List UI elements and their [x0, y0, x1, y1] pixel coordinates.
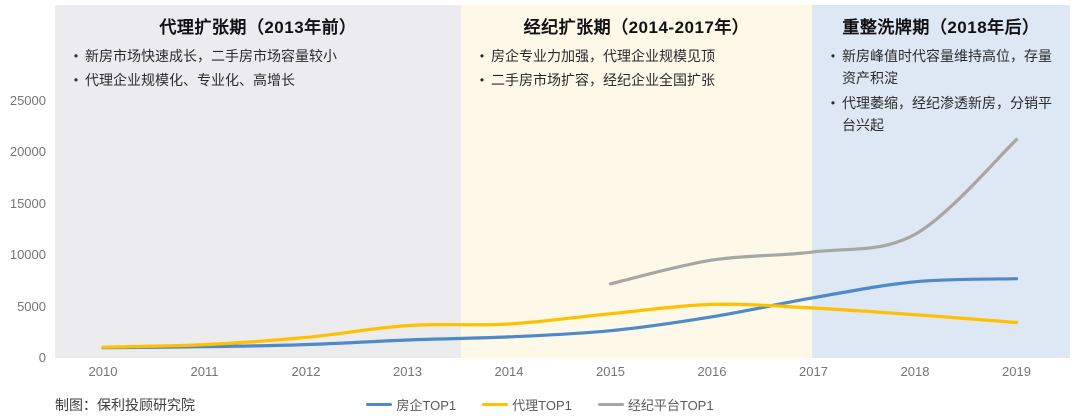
x-tick-label: 2019	[1002, 364, 1031, 379]
x-tick-label: 2011	[190, 364, 219, 379]
legend-label: 房企TOP1	[396, 398, 457, 413]
bullet-text: 新房市场快速成长，二手房市场容量较小	[85, 48, 337, 64]
bullet-item: 新房峰值时代容量维持高位，存量资产积淀	[824, 45, 1058, 90]
x-tick-label: 2012	[291, 364, 321, 379]
phase-bullets: 房企专业力加强，代理企业规模见顶 二手房市场扩容，经纪企业全国扩张	[471, 45, 802, 92]
bullet-item: 二手房市场扩容，经纪企业全国扩张	[473, 69, 800, 91]
y-tick-label: 15000	[9, 195, 46, 211]
phase-bullets: 新房峰值时代容量维持高位，存量资产积淀 代理萎缩，经纪渗透新房，分销平台兴起	[822, 45, 1060, 137]
phase-title: 经纪扩张期（2014-2017年）	[523, 18, 750, 37]
y-tick-label: 5000	[17, 298, 46, 314]
bullet-icon	[67, 45, 85, 67]
bullet-item: 新房市场快速成长，二手房市场容量较小	[67, 45, 449, 67]
bullet-text: 房企专业力加强，代理企业规模见顶	[491, 48, 715, 64]
y-tick-label: 25000	[9, 92, 46, 108]
x-tick-label: 2013	[393, 364, 422, 379]
x-tick-label: 2018	[900, 364, 930, 379]
bullet-text: 二手房市场扩容，经纪企业全国扩张	[491, 72, 715, 89]
bullet-item: 代理萎缩，经纪渗透新房，分销平台兴起	[824, 92, 1058, 137]
bullet-text: 代理萎缩，经纪渗透新房，分销平台兴起	[842, 94, 1052, 134]
legend-label: 代理TOP1	[512, 398, 572, 413]
line-swatch-icon	[597, 403, 624, 406]
line-swatch-icon	[482, 403, 509, 406]
phase-title: 重整洗牌期（2018年后）	[842, 18, 1040, 37]
x-tick-label: 2014	[494, 364, 524, 379]
chart-credit: 制图：保利投顾研究院	[55, 397, 195, 413]
phase-region-reshuffle: 重整洗牌期（2018年后） 新房峰值时代容量维持高位，存量资产积淀 代理萎缩，经…	[812, 5, 1070, 358]
x-tick-label: 2015	[596, 364, 625, 379]
bullet-icon	[67, 69, 85, 91]
y-tick-label: 0	[38, 350, 46, 365]
phase-region-agency-expansion: 代理扩张期（2013年前） 新房市场快速成长，二手房市场容量较小 代理企业规模化…	[55, 5, 461, 358]
phase-bullets: 新房市场快速成长，二手房市场容量较小 代理企业规模化、专业化、高增长	[65, 45, 451, 92]
x-tick-label: 2017	[799, 364, 828, 379]
legend-item-fangqi: 房企TOP1	[366, 395, 456, 414]
x-tick-label: 2016	[697, 364, 727, 379]
legend-label: 经纪平台TOP1	[627, 398, 714, 413]
legend-item-jingji: 经纪平台TOP1	[597, 395, 714, 414]
bullet-icon	[473, 69, 491, 91]
y-tick-label: 20000	[9, 144, 46, 159]
legend-item-daili: 代理TOP1	[482, 395, 572, 414]
line-swatch-icon	[366, 403, 393, 406]
bullet-text: 新房峰值时代容量维持高位，存量资产积淀	[842, 48, 1052, 87]
y-tick-label: 10000	[9, 247, 46, 262]
bullet-item: 房企专业力加强，代理企业规模见顶	[473, 45, 800, 67]
phase-title: 代理扩张期（2013年前）	[159, 18, 357, 37]
chart-legend: 房企TOP1 代理TOP1 经纪平台TOP1	[0, 395, 1080, 414]
bullet-icon	[824, 45, 842, 90]
bullet-icon	[824, 92, 842, 137]
bullet-icon	[473, 45, 491, 67]
x-tick-label: 2010	[88, 364, 118, 379]
bullet-item: 代理企业规模化、专业化、高增长	[67, 69, 449, 91]
phase-region-broker-expansion: 经纪扩张期（2014-2017年） 房企专业力加强，代理企业规模见顶 二手房市场…	[461, 5, 812, 358]
bullet-text: 代理企业规模化、专业化、高增长	[85, 72, 295, 89]
